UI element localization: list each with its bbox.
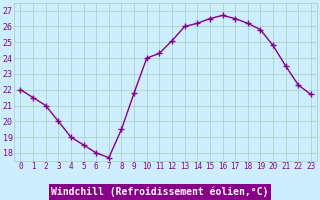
Text: Windchill (Refroidissement éolien,°C): Windchill (Refroidissement éolien,°C) — [51, 187, 269, 197]
